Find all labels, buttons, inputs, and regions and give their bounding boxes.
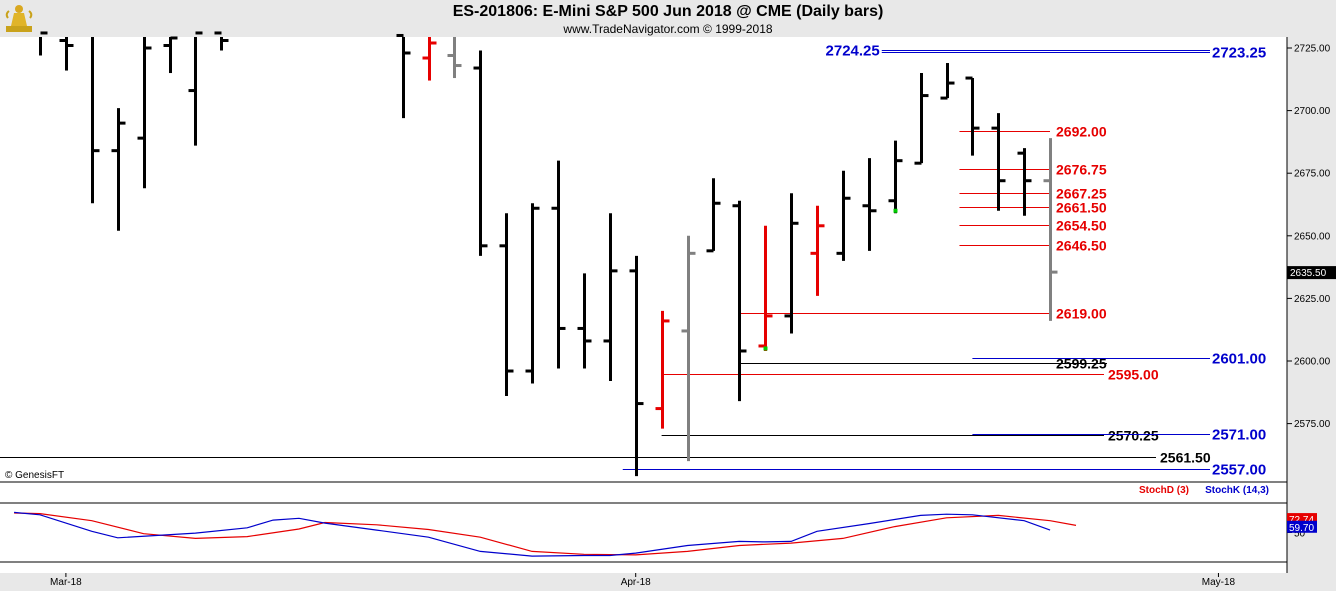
level-label: 2619.00 (1056, 306, 1107, 322)
level-label: 2601.00 (1212, 351, 1266, 368)
level-label: 2561.50 (1160, 450, 1211, 466)
date-tick-label: May-18 (1202, 577, 1236, 588)
last-price-label: 2635.50 (1290, 268, 1327, 279)
level-label: 2557.00 (1212, 462, 1266, 479)
stoch-series-line (14, 511, 1051, 557)
level-label: 2661.50 (1056, 200, 1107, 216)
chart-title: ES-201806: E-Mini S&P 500 Jun 2018 @ CME… (452, 3, 884, 20)
chart-subtitle: www.TradeNavigator.com © 1999-2018 (563, 22, 773, 36)
level-label: 2646.50 (1056, 238, 1107, 254)
level-label: 2724.25 (826, 43, 880, 60)
level-label: 2571.00 (1212, 427, 1266, 444)
price-tick-label: 2700.00 (1294, 106, 1331, 117)
stoch-d-legend: StochD (3) (1139, 485, 1189, 496)
price-tick-label: 2575.00 (1294, 419, 1331, 430)
price-axis-panel (1287, 37, 1336, 591)
price-tick-label: 2625.00 (1294, 294, 1331, 305)
stoch-tick-label: 50 (1294, 529, 1306, 540)
date-tick-label: Mar-18 (50, 577, 82, 588)
price-tick-label: 2650.00 (1294, 231, 1331, 242)
level-label: 2595.00 (1108, 367, 1159, 383)
level-label: 2599.25 (1056, 356, 1107, 372)
level-label: 2667.25 (1056, 186, 1107, 202)
price-tick-label: 2675.00 (1294, 169, 1331, 180)
level-label: 2654.50 (1056, 218, 1107, 234)
level-label: 2723.25 (1212, 45, 1266, 62)
price-tick-label: 2725.00 (1294, 44, 1331, 55)
date-tick-label: Apr-18 (621, 577, 651, 588)
signal-marker (763, 346, 768, 351)
stoch-series-line (14, 512, 1077, 556)
stoch-credit: © GenesisFT (5, 470, 64, 481)
level-label: 2692.00 (1056, 124, 1107, 140)
date-axis-panel (0, 573, 1287, 591)
golden-trophy-icon (3, 2, 35, 34)
stoch-k-value-box (1287, 520, 1317, 533)
price-tick-label: 2600.00 (1294, 357, 1331, 368)
level-label: 2676.75 (1056, 162, 1107, 178)
level-label: 2570.25 (1108, 428, 1159, 444)
last-price-box (1287, 266, 1336, 280)
chart-header (0, 0, 1336, 37)
stoch-k-value: 59.70 (1289, 523, 1314, 534)
stoch-k-legend: StochK (14,3) (1205, 485, 1269, 496)
stoch-d-value: 72.74 (1289, 515, 1314, 526)
signal-marker (893, 208, 898, 213)
